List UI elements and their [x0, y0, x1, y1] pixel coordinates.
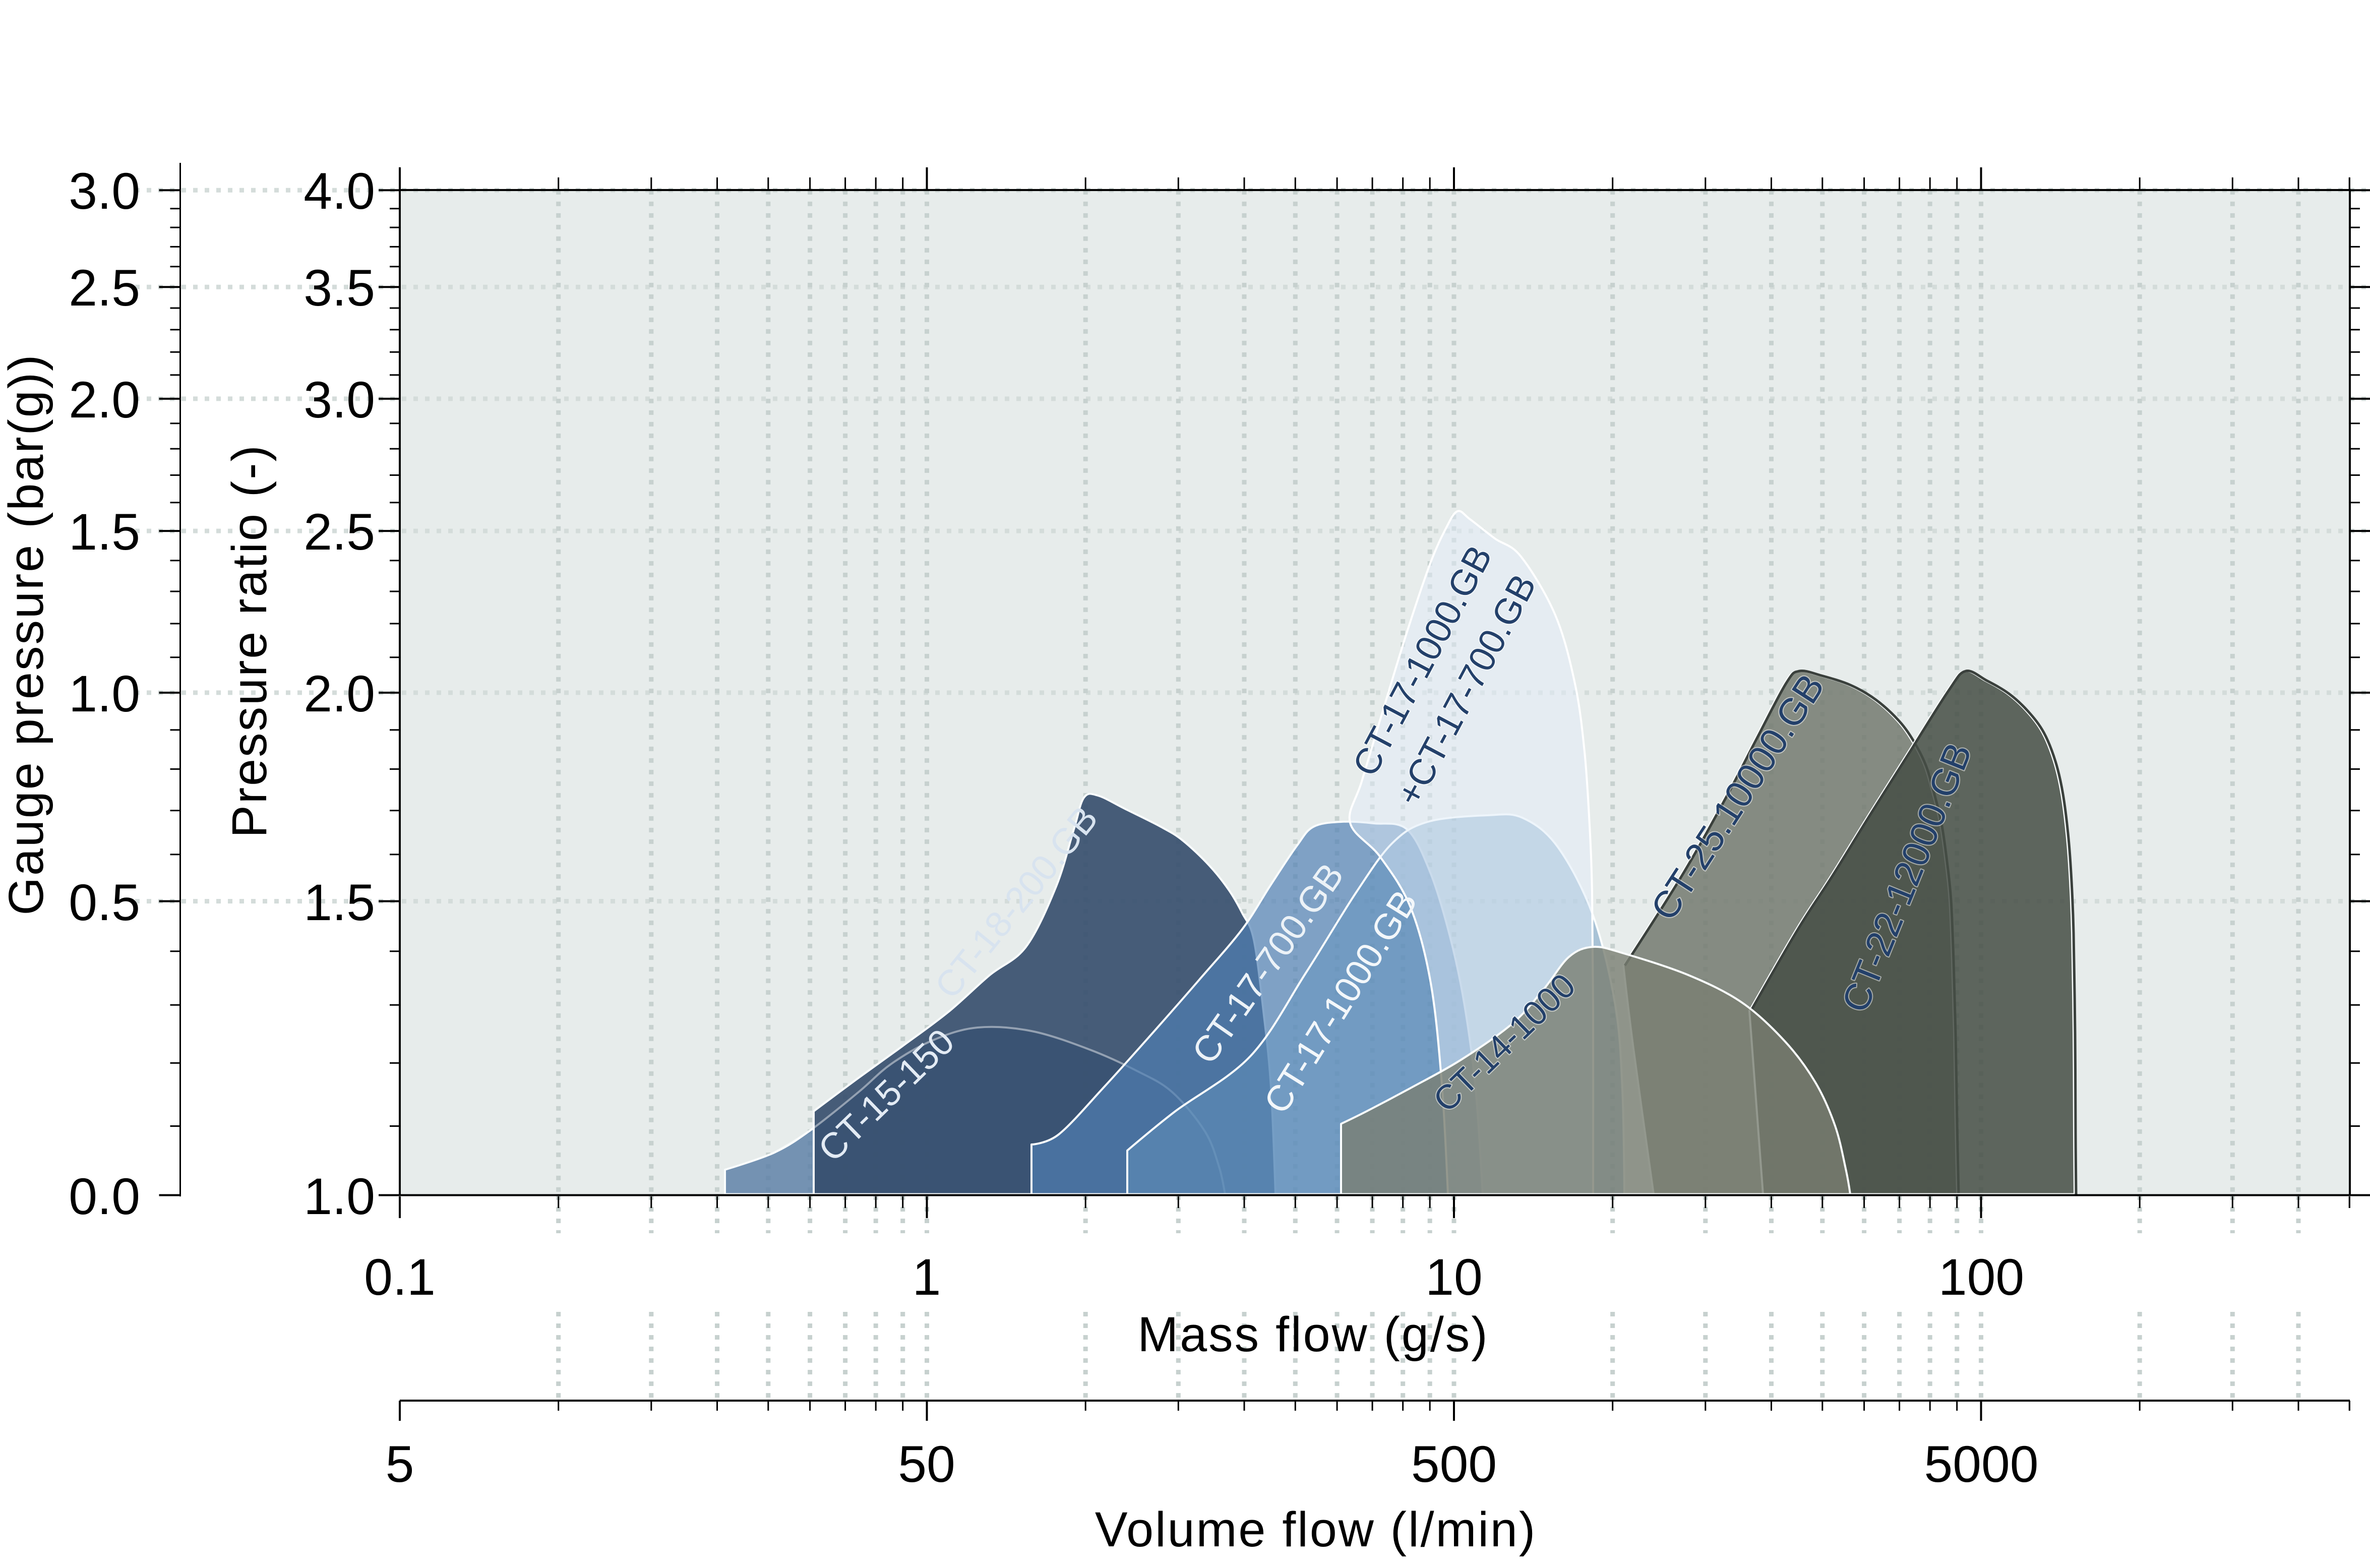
- svg-text:1: 1: [913, 1248, 941, 1306]
- svg-text:3.0: 3.0: [303, 371, 375, 429]
- svg-text:1.0: 1.0: [303, 1168, 375, 1225]
- svg-text:1.5: 1.5: [69, 503, 140, 561]
- svg-text:1.0: 1.0: [69, 665, 140, 722]
- svg-text:5000: 5000: [1924, 1435, 2039, 1493]
- svg-text:10: 10: [1425, 1248, 1482, 1306]
- svg-text:4.0: 4.0: [303, 162, 375, 220]
- svg-text:2.5: 2.5: [69, 259, 140, 317]
- svg-text:Gauge pressure (bar(g)): Gauge pressure (bar(g)): [0, 353, 53, 916]
- svg-text:Volume flow (l/min): Volume flow (l/min): [1095, 1502, 1537, 1557]
- svg-text:Mass flow (g/s): Mass flow (g/s): [1137, 1307, 1489, 1362]
- svg-text:2.5: 2.5: [303, 503, 375, 561]
- svg-text:2.0: 2.0: [69, 371, 140, 429]
- svg-text:0.0: 0.0: [69, 1168, 140, 1225]
- svg-text:0.1: 0.1: [364, 1248, 436, 1306]
- svg-text:0.5: 0.5: [69, 874, 140, 931]
- svg-text:Pressure ratio (-): Pressure ratio (-): [222, 444, 277, 838]
- svg-text:1.5: 1.5: [303, 874, 375, 931]
- svg-text:3.0: 3.0: [69, 162, 140, 220]
- svg-text:3.5: 3.5: [303, 259, 375, 317]
- svg-text:50: 50: [898, 1435, 955, 1493]
- svg-text:500: 500: [1411, 1435, 1497, 1493]
- svg-text:5: 5: [386, 1435, 414, 1493]
- svg-text:2.0: 2.0: [303, 665, 375, 722]
- svg-text:100: 100: [1938, 1248, 2024, 1306]
